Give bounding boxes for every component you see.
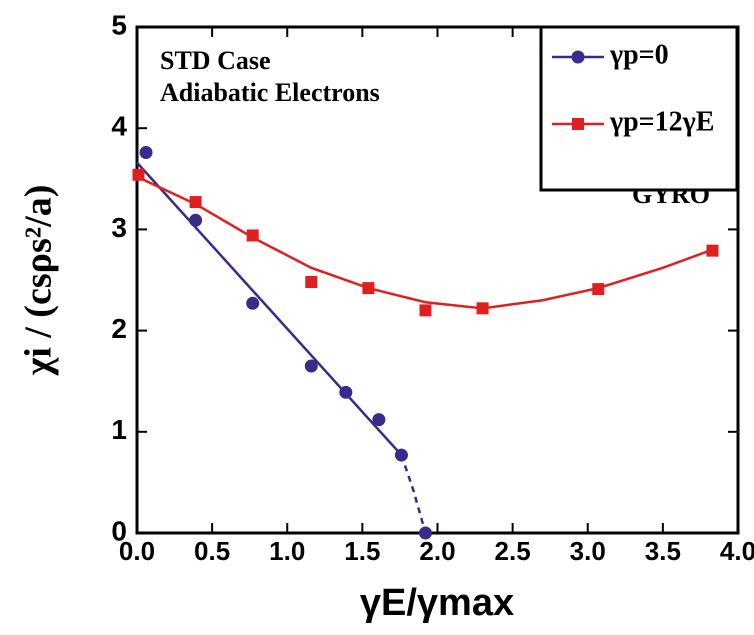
x-tick-label: 3.5: [645, 536, 681, 566]
data-point: [394, 448, 408, 462]
annotation: Adiabatic Electrons: [160, 78, 380, 107]
data-point: [706, 244, 719, 257]
y-tick-label: 3: [111, 212, 127, 243]
y-tick-label: 5: [111, 9, 127, 40]
x-tick-label: 1.5: [344, 536, 380, 566]
x-tick-label: 3.0: [570, 536, 606, 566]
data-point: [246, 296, 260, 310]
data-point: [419, 304, 432, 317]
x-tick-label: 4.0: [720, 536, 754, 566]
data-point: [372, 413, 386, 427]
fit-line: [400, 454, 427, 534]
y-tick-label: 0: [111, 515, 127, 546]
x-axis-label: γE/γmax: [360, 582, 514, 624]
legend-label: γp=0: [609, 39, 669, 70]
legend-marker: [572, 118, 584, 130]
legend-marker: [571, 50, 585, 64]
data-point: [132, 168, 145, 181]
data-point: [418, 526, 432, 540]
y-tick-label: 1: [111, 414, 127, 445]
x-tick-label: 2.0: [419, 536, 455, 566]
data-point: [189, 213, 203, 227]
fit-line: [136, 175, 713, 310]
plot-frame: [135, 25, 740, 535]
data-point: [139, 145, 153, 159]
x-tick-label: 0.0: [119, 536, 155, 566]
annotation: STD Case: [160, 46, 271, 75]
y-axis-label: χi / (csρs²/a): [18, 185, 60, 377]
x-tick-label: 2.5: [495, 536, 531, 566]
y-tick-label: 2: [111, 313, 127, 344]
data-point: [189, 196, 202, 209]
data-point: [305, 276, 318, 289]
data-point: [339, 385, 353, 399]
data-point: [362, 282, 375, 295]
data-point: [304, 359, 318, 373]
data-point: [592, 283, 605, 296]
data-point: [246, 229, 259, 242]
data-point: [476, 302, 489, 315]
x-tick-label: 1.0: [269, 536, 305, 566]
fit-line: [136, 161, 403, 456]
y-tick-label: 4: [111, 111, 127, 142]
x-tick-label: 0.5: [194, 536, 230, 566]
legend-label: γp=12γE: [609, 106, 714, 137]
